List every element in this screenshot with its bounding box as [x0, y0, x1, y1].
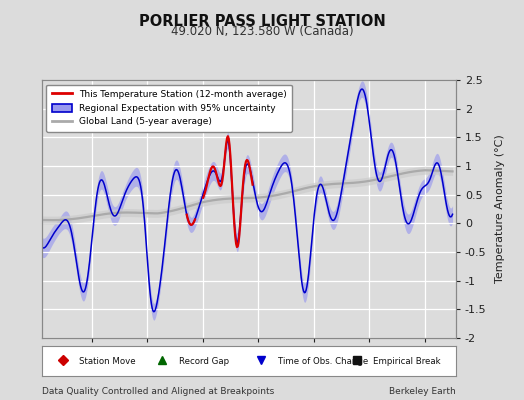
Text: 49.020 N, 123.580 W (Canada): 49.020 N, 123.580 W (Canada)	[171, 25, 353, 38]
Text: Station Move: Station Move	[79, 356, 136, 366]
Text: Time of Obs. Change: Time of Obs. Change	[278, 356, 368, 366]
Legend: This Temperature Station (12-month average), Regional Expectation with 95% uncer: This Temperature Station (12-month avera…	[47, 84, 292, 132]
Text: PORLIER PASS LIGHT STATION: PORLIER PASS LIGHT STATION	[139, 14, 385, 29]
Text: Record Gap: Record Gap	[179, 356, 228, 366]
Text: Data Quality Controlled and Aligned at Breakpoints: Data Quality Controlled and Aligned at B…	[42, 387, 274, 396]
Text: Berkeley Earth: Berkeley Earth	[389, 387, 456, 396]
Y-axis label: Temperature Anomaly (°C): Temperature Anomaly (°C)	[495, 135, 505, 283]
Text: Empirical Break: Empirical Break	[373, 356, 441, 366]
